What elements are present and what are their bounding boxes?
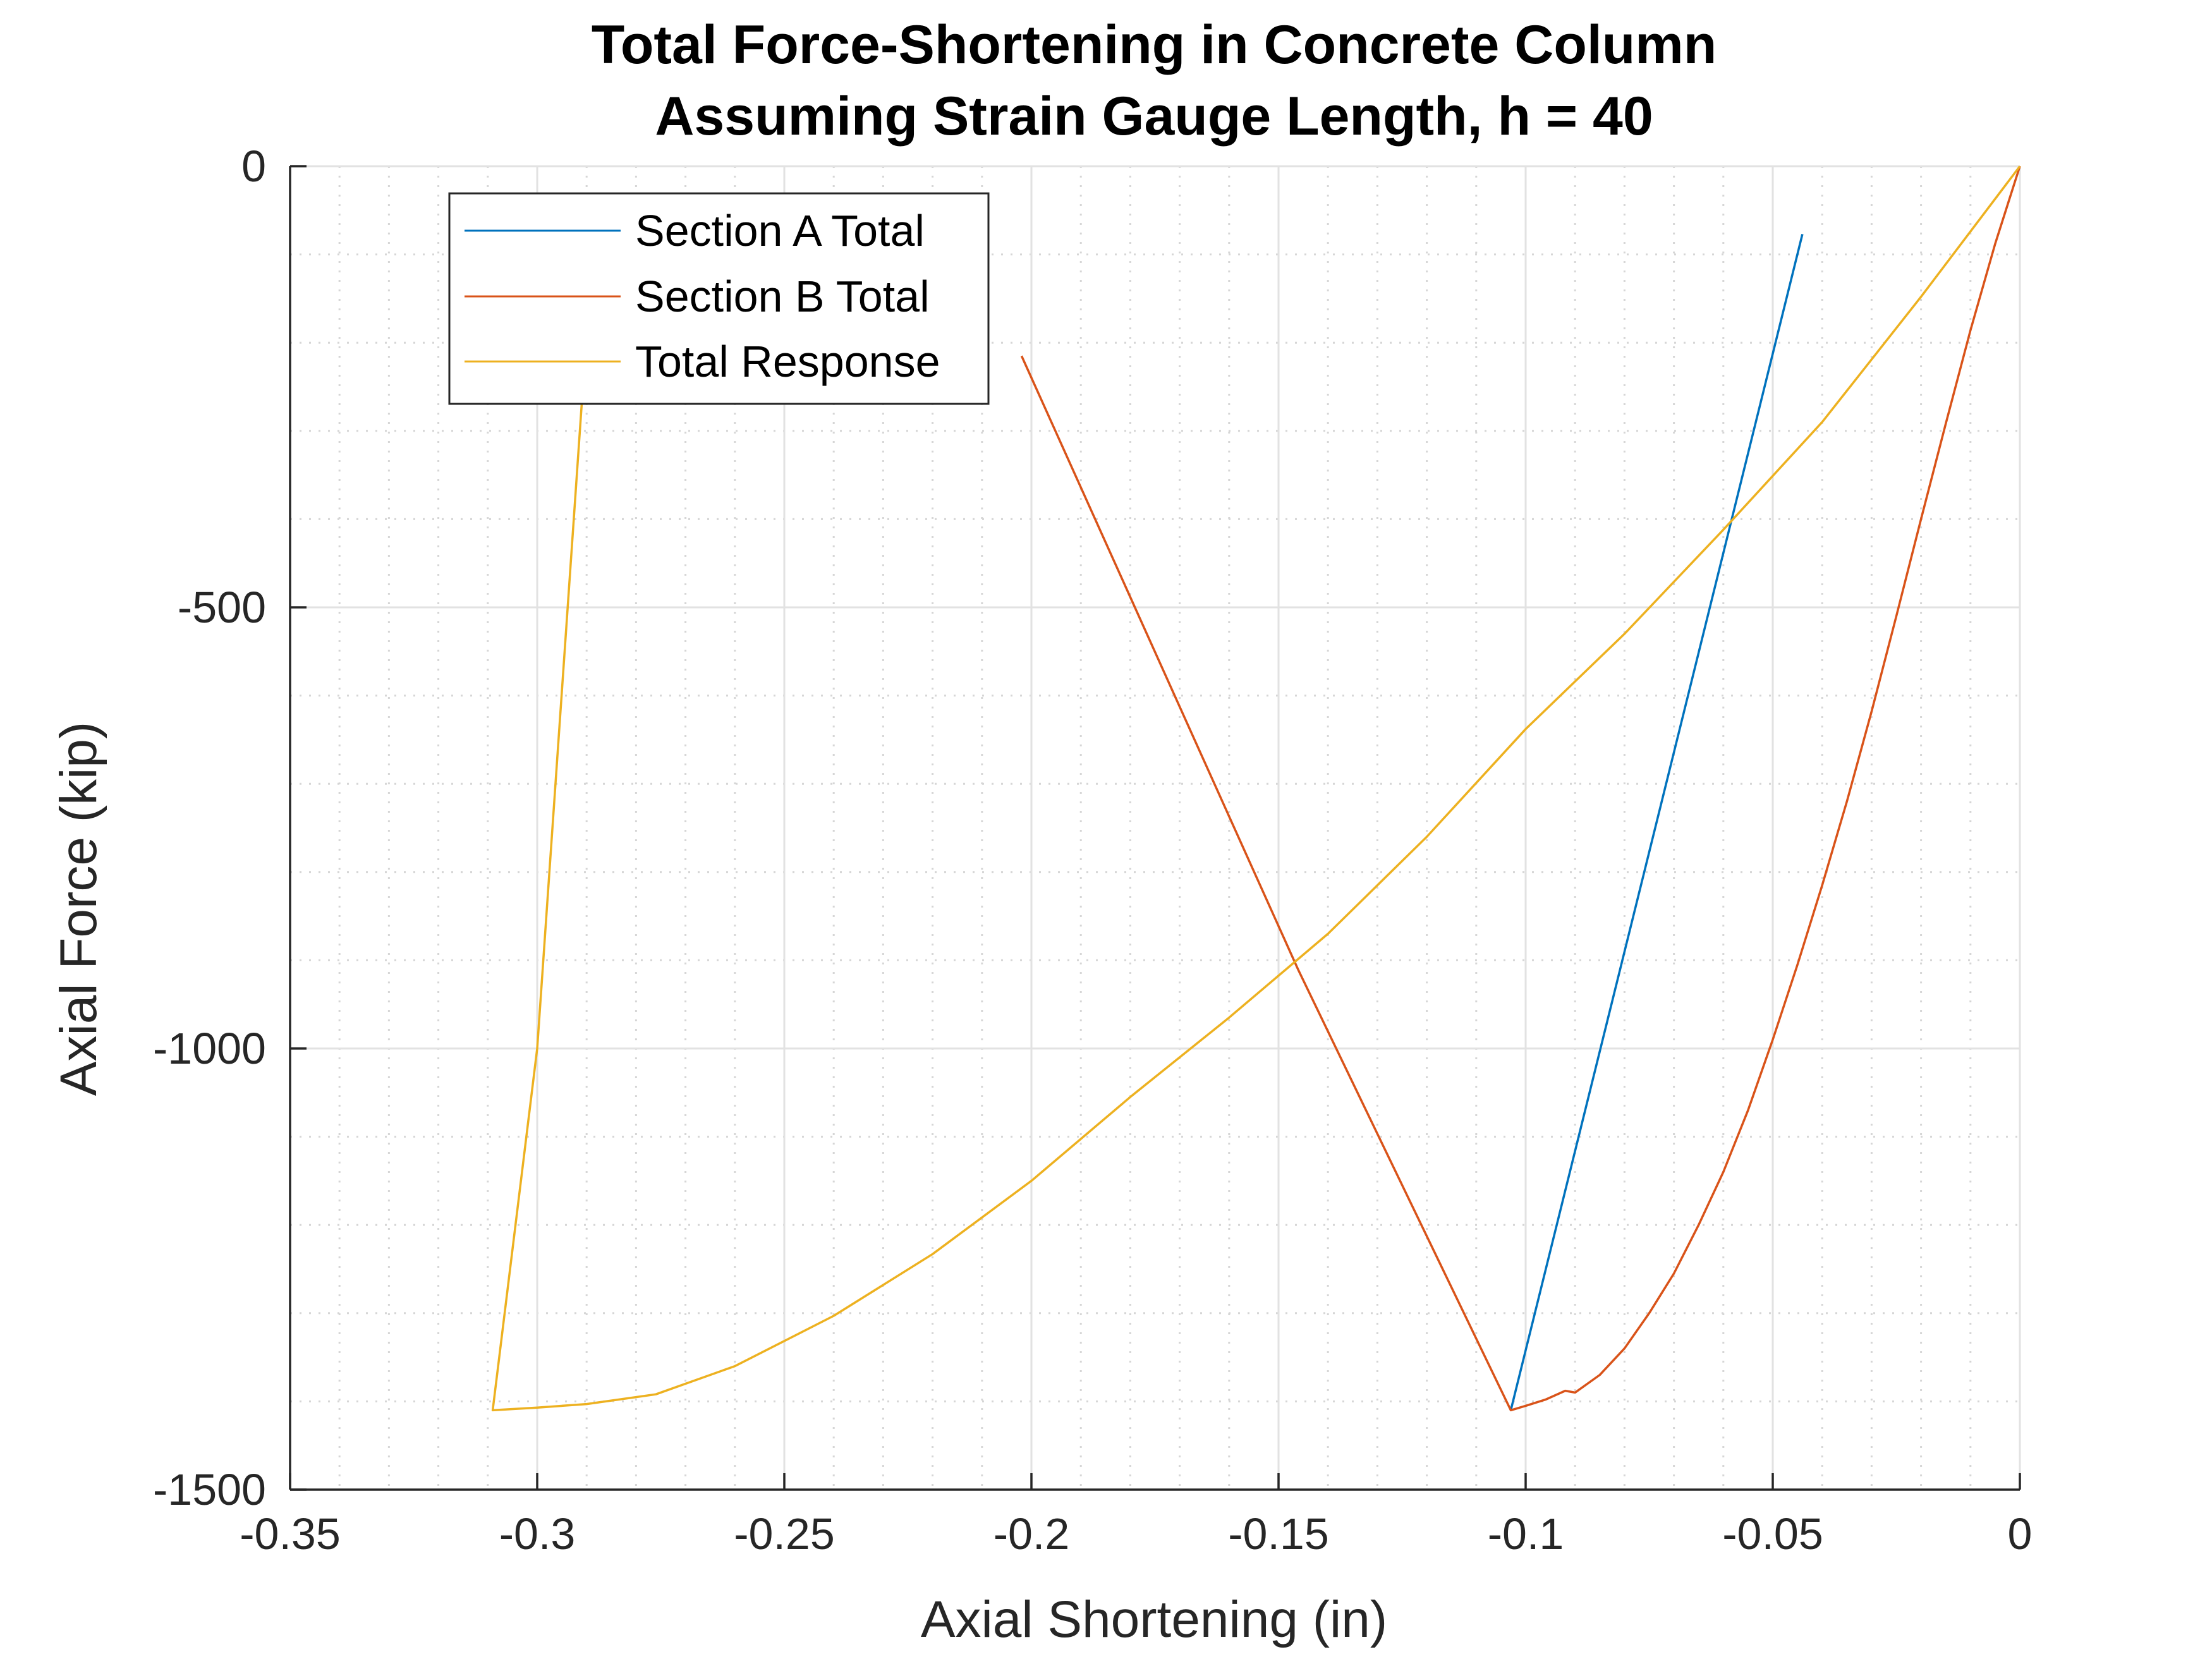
series-line-3	[491, 165, 2021, 1412]
x-tick-label: 0	[2008, 1509, 2033, 1559]
x-tick-label: -0.35	[240, 1509, 341, 1559]
series-layer	[491, 165, 2021, 1412]
x-tick-label: -0.2	[994, 1509, 1070, 1559]
series-line-2	[1020, 166, 2021, 1412]
series-line-1	[1509, 234, 1804, 1411]
axes-layer	[289, 166, 2020, 1491]
y-tick-label: -1000	[153, 1024, 266, 1073]
x-tick-label: -0.25	[734, 1509, 835, 1559]
legend-box	[448, 192, 990, 405]
x-axis-label: Axial Shortening (in)	[921, 1591, 1387, 1648]
chart-title-line-2: Assuming Strain Gauge Length, h = 40	[655, 86, 1653, 147]
legend-label-total-response: Total Response	[635, 337, 940, 386]
ticks-layer: -0.35 -0.3 -0.25 -0.2 -0.15 -0.1 -0.05 0 -1500 -1…	[153, 142, 2033, 1559]
y-tick-label: -1500	[153, 1465, 266, 1514]
chart-title-line-1: Total Force-Shortening in Concrete Colum…	[592, 15, 1717, 75]
y-tick-label: 0	[241, 142, 266, 191]
y-axis-label: Axial Force (kip)	[50, 722, 107, 1096]
legend: Section A Total Section B Total Total Re…	[448, 192, 990, 405]
legend-label-section-b: Section B Total	[635, 272, 930, 321]
x-tick-label: -0.05	[1722, 1509, 1823, 1559]
x-tick-label: -0.1	[1488, 1509, 1564, 1559]
y-tick-label: -500	[178, 583, 266, 632]
x-tick-label: -0.3	[499, 1509, 576, 1559]
legend-label-section-a: Section A Total	[635, 206, 925, 255]
x-tick-label: -0.15	[1228, 1509, 1329, 1559]
